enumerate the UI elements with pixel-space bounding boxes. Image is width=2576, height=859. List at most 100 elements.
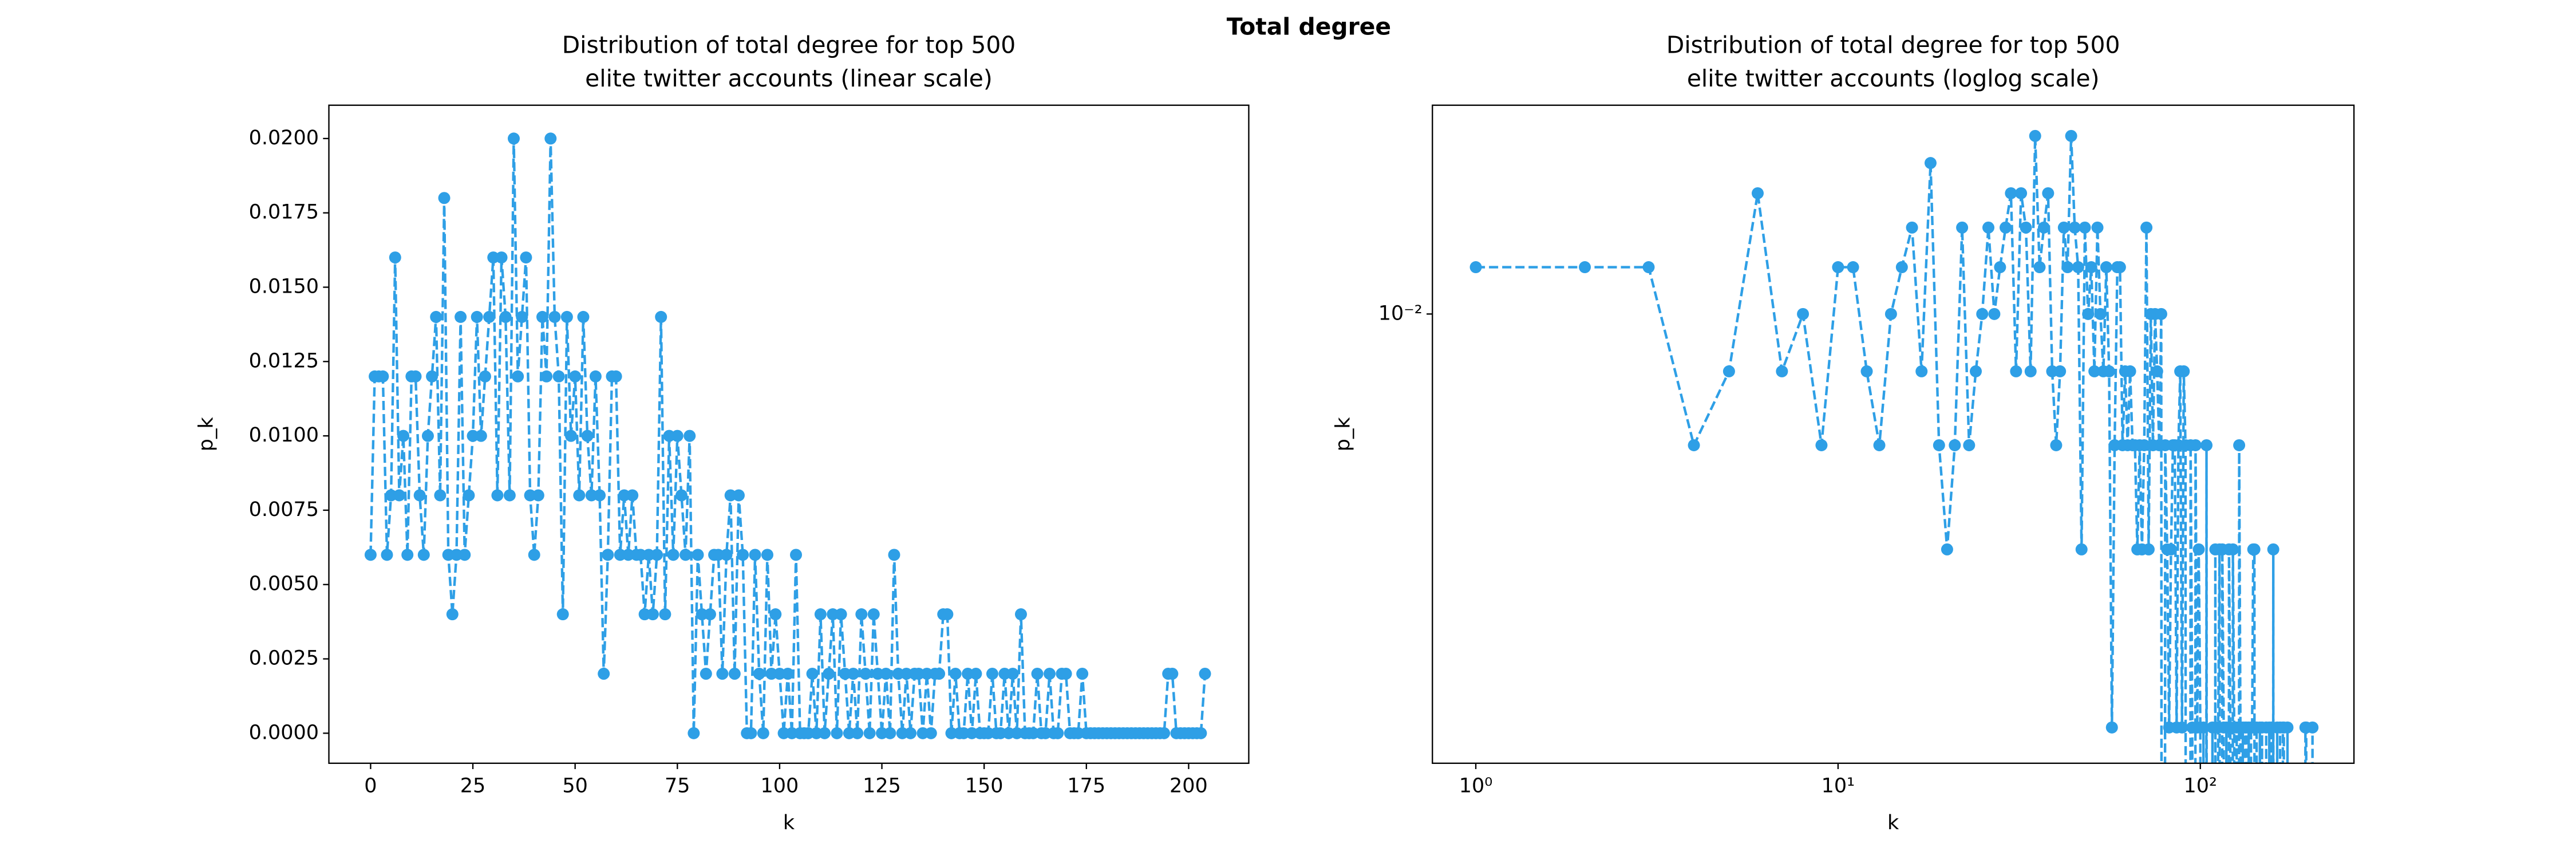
data-point: [397, 430, 410, 442]
x-tick-label: 175: [1067, 775, 1105, 798]
data-point: [749, 549, 761, 561]
y-tick-label: 0.0000: [249, 721, 319, 744]
data-point: [728, 668, 741, 680]
x-tick-label: 0: [364, 775, 377, 798]
y-tick-label: 0.0025: [249, 647, 319, 670]
x-tick-label: 75: [665, 775, 690, 798]
data-point: [1076, 668, 1089, 680]
data-point: [1752, 187, 1764, 199]
data-line: [1476, 136, 2314, 763]
data-point: [544, 132, 557, 145]
data-point: [888, 549, 900, 561]
data-point: [475, 430, 487, 442]
data-point: [2248, 543, 2261, 555]
data-point: [688, 727, 700, 739]
data-point: [949, 668, 962, 680]
data-point: [941, 608, 954, 621]
y-tick-label: 0.0075: [249, 498, 319, 521]
data-point: [499, 310, 512, 323]
x-tick-label: 10⁰: [1459, 775, 1493, 798]
data-point: [1052, 727, 1064, 739]
data-point: [1031, 668, 1044, 680]
data-point: [413, 489, 426, 502]
x-axis-label: k: [783, 811, 795, 834]
y-tick-label: 0.0175: [249, 201, 319, 224]
data-point: [2029, 129, 2041, 142]
data-point: [1847, 261, 1859, 274]
data-point: [692, 549, 704, 561]
chart-title: Distribution of total degree for top 500: [1666, 31, 2120, 59]
data-point: [1579, 261, 1591, 274]
data-point: [716, 668, 729, 680]
data-point: [577, 310, 590, 323]
data-point: [594, 489, 606, 502]
data-point: [867, 608, 880, 621]
y-tick-label: 0.0200: [249, 127, 319, 149]
data-point: [1060, 668, 1072, 680]
data-point: [1884, 308, 1897, 320]
data-point: [2176, 721, 2188, 734]
data-point: [602, 549, 614, 561]
data-point: [1906, 221, 1918, 234]
data-point: [463, 489, 475, 502]
y-tick-label: 0.0150: [249, 275, 319, 298]
data-point: [1994, 261, 2006, 274]
data-point: [2103, 365, 2115, 377]
data-point: [560, 310, 573, 323]
data-point: [823, 668, 835, 680]
data-point: [573, 489, 586, 502]
data-point: [491, 489, 504, 502]
data-point: [1043, 668, 1056, 680]
data-point: [1860, 365, 1873, 377]
data-point: [1014, 608, 1027, 621]
data-point: [2000, 221, 2012, 234]
data-point: [581, 430, 594, 442]
data-point: [851, 727, 864, 739]
data-point: [2024, 365, 2037, 377]
data-point: [2200, 439, 2213, 451]
data-point: [781, 668, 794, 680]
data-point: [1776, 365, 1788, 377]
data-point: [2267, 543, 2279, 555]
data-point: [720, 549, 733, 561]
data-point: [364, 549, 377, 561]
data-point: [2233, 439, 2246, 451]
y-axis-label: p_k: [195, 417, 218, 452]
data-point: [2010, 365, 2022, 377]
data-point: [1895, 261, 1908, 274]
data-point: [790, 549, 803, 561]
data-point: [438, 192, 451, 204]
data-point: [471, 310, 483, 323]
data-point: [1941, 543, 1953, 555]
data-point: [2094, 308, 2107, 320]
data-point: [2091, 221, 2104, 234]
plot-area: [364, 132, 1211, 739]
data-point: [610, 370, 622, 383]
data-point: [1949, 439, 1961, 451]
data-point: [2042, 187, 2055, 199]
data-point: [704, 608, 716, 621]
data-point: [683, 430, 696, 442]
data-point: [2189, 439, 2202, 451]
y-tick-label: 0.0100: [249, 424, 319, 447]
data-point: [426, 370, 438, 383]
x-axis-label: k: [1887, 811, 1899, 834]
data-point: [589, 370, 602, 383]
data-point: [753, 668, 765, 680]
data-point: [1982, 221, 1995, 234]
data-point: [565, 430, 578, 442]
data-point: [986, 668, 998, 680]
plot-area: [1469, 129, 2319, 763]
data-point: [2015, 187, 2028, 199]
data-point: [377, 370, 389, 383]
data-point: [1469, 261, 1482, 274]
data-point: [679, 549, 692, 561]
data-point: [757, 727, 769, 739]
data-point: [831, 727, 843, 739]
data-point: [859, 668, 872, 680]
data-point: [2033, 261, 2046, 274]
data-point: [1924, 157, 1937, 170]
data-point: [1873, 439, 1886, 451]
data-point: [2072, 261, 2084, 274]
